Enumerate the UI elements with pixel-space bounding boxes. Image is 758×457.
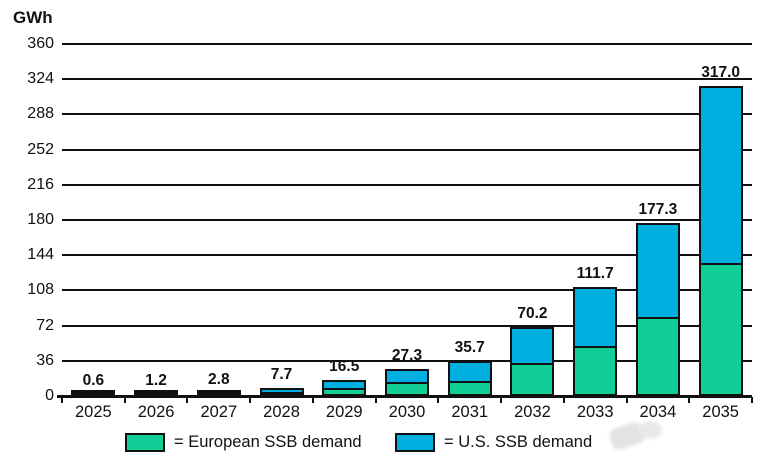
us-demand-segment: [322, 379, 367, 388]
european-demand-segment: [322, 387, 367, 396]
x-axis-tick: [625, 397, 628, 403]
x-category-label: 2034: [639, 403, 677, 421]
stacked-bar-2034: [635, 222, 680, 396]
x-category-label: 2028: [263, 403, 300, 421]
us-demand-segment: [385, 369, 429, 383]
x-axis-tick: [688, 397, 691, 403]
x-axis-tick: [123, 397, 126, 403]
x-category-label: 2027: [200, 403, 238, 421]
x-axis-tick: [249, 397, 252, 403]
y-tick-label: 216: [27, 175, 54, 193]
plot-area: 0 36 72 108 144 180 216 252 288 324 360 0.6 1.2 2.8 7.…: [27, 35, 753, 404]
bar-value-label: 317.0: [701, 64, 741, 82]
y-tick-label: 72: [36, 316, 54, 334]
gridline: [62, 219, 752, 221]
us-demand-segment: [447, 361, 492, 381]
gridline: [62, 324, 752, 327]
bar-value-label: 16.5: [329, 357, 360, 375]
us-demand-segment: [635, 222, 680, 317]
legend: = European SSB demand = U.S. SSB demand: [0, 429, 758, 453]
y-tick-label: 324: [27, 70, 54, 88]
european-demand-segment: [510, 362, 555, 396]
bar-value-label: 35.7: [454, 339, 485, 357]
bar-value-label: 111.7: [576, 264, 614, 282]
x-category-label: 2031: [451, 403, 489, 421]
european-demand-segment: [698, 263, 743, 396]
legend-item-us: = U.S. SSB demand: [395, 433, 592, 452]
gridline: [62, 78, 752, 81]
bar-value-label: 27.3: [391, 347, 423, 365]
european-demand-segment: [259, 391, 304, 396]
us-demand-segment: [196, 390, 241, 392]
x-axis-tick: [751, 397, 753, 403]
x-category-label: 2030: [388, 403, 426, 421]
us-demand-segment: [573, 286, 618, 347]
gridline: [62, 183, 752, 186]
bar-value-label: 177.3: [638, 200, 678, 218]
us-demand-segment: [510, 327, 555, 363]
bar-value-label: 7.7: [270, 366, 293, 384]
gridline: [62, 359, 752, 362]
us-demand-segment: [259, 388, 304, 392]
y-tick-label: 108: [27, 281, 54, 299]
us-demand-segment: [698, 86, 743, 264]
gridline: [62, 113, 752, 116]
stacked-bar-2029: [322, 379, 367, 396]
gridline: [62, 254, 752, 257]
x-axis-tick: [186, 397, 189, 403]
european-demand-swatch: [125, 433, 165, 452]
x-category-label: 2025: [75, 403, 112, 421]
x-category-label: 2033: [576, 403, 614, 421]
y-tick-label: 360: [27, 35, 54, 52]
stacked-bar-2028: [259, 388, 304, 396]
legend-label-us: = U.S. SSB demand: [444, 433, 593, 451]
x-axis-tick: [562, 397, 565, 403]
stacked-bar-2030: [385, 369, 429, 396]
y-tick-label: 36: [36, 351, 54, 369]
x-axis-tick: [311, 397, 314, 403]
stacked-bar-2033: [573, 286, 618, 396]
y-tick-label: 252: [27, 140, 54, 158]
stacked-bar-2031: [447, 361, 492, 396]
stacked-bar-2032: [510, 327, 555, 396]
x-axis-tick: [437, 397, 440, 403]
stacked-bar-2035: [698, 86, 743, 396]
x-axis-tick: [61, 397, 63, 403]
y-tick-label: 288: [27, 105, 54, 123]
bar-value-label: 1.2: [145, 371, 167, 389]
bar-value-label: 0.6: [82, 371, 105, 389]
gridline: [62, 289, 752, 292]
y-axis-unit-label: GWh: [13, 8, 53, 27]
us-demand-segment: [134, 390, 179, 392]
us-demand-segment: [71, 390, 116, 392]
x-axis-line: [57, 395, 752, 398]
bar-value-label: 2.8: [208, 371, 230, 389]
y-tick-label: 144: [27, 246, 54, 264]
legend-label-european: = European SSB demand: [174, 433, 362, 451]
us-demand-swatch: [395, 433, 435, 452]
x-axis-tick: [500, 397, 503, 403]
legend-item-european: = European SSB demand: [125, 433, 362, 452]
x-category-label: 2029: [325, 403, 363, 421]
x-category-label: 2032: [514, 403, 551, 421]
x-category-label: 2026: [137, 403, 175, 421]
x-axis-tick: [374, 397, 377, 403]
y-tick-label: 180: [27, 211, 54, 228]
european-demand-segment: [385, 382, 429, 396]
gridline: [62, 43, 752, 45]
bar-value-label: 70.2: [517, 305, 548, 323]
x-category-label: 2035: [702, 403, 739, 421]
gridline: [62, 148, 752, 151]
y-tick-label: 0: [45, 387, 54, 404]
european-demand-segment: [635, 316, 680, 396]
european-demand-segment: [573, 346, 618, 396]
european-demand-segment: [447, 380, 492, 396]
